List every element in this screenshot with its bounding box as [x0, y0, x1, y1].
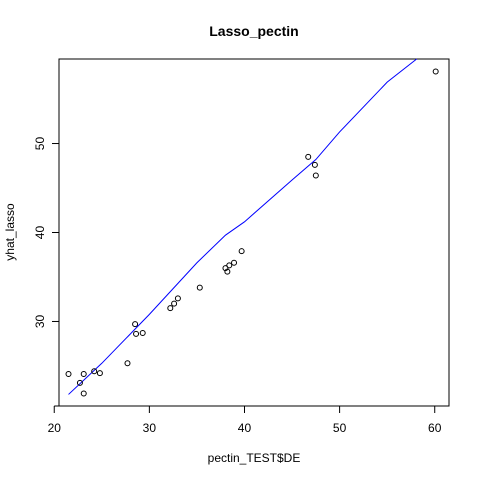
data-point	[76, 379, 83, 386]
data-point	[174, 295, 181, 302]
data-point	[96, 370, 103, 377]
data-point	[238, 248, 245, 255]
x-tick-label: 40	[238, 421, 252, 435]
x-tick-label: 60	[428, 421, 442, 435]
scatter-points-layer	[65, 68, 439, 397]
y-axis-label: yhat_lasso	[3, 203, 17, 261]
x-axis-label: pectin_TEST$DE	[208, 451, 301, 465]
x-tick-label: 20	[48, 421, 62, 435]
data-point	[171, 300, 178, 307]
data-point	[311, 161, 318, 168]
y-tick-label: 30	[33, 314, 47, 328]
lasso-fit-line	[68, 58, 417, 395]
data-point	[80, 370, 87, 377]
x-tick-label: 50	[333, 421, 347, 435]
data-point	[196, 284, 203, 291]
data-point	[226, 262, 233, 269]
data-point	[139, 330, 146, 337]
data-point	[305, 153, 312, 160]
data-point	[80, 390, 87, 397]
data-point	[167, 305, 174, 312]
data-point	[132, 321, 139, 328]
data-point	[124, 360, 131, 367]
y-axis: 30 40 50	[33, 137, 60, 328]
data-point	[91, 368, 98, 375]
x-tick-label: 30	[143, 421, 157, 435]
data-point	[432, 68, 439, 75]
data-point	[65, 370, 72, 377]
y-tick-label: 40	[33, 226, 47, 240]
y-tick-label: 50	[33, 137, 47, 151]
data-point	[231, 259, 238, 266]
lasso-fit-line-layer	[68, 58, 417, 395]
data-point	[224, 268, 231, 275]
data-point	[133, 330, 140, 337]
data-point	[312, 172, 319, 179]
chart-title: Lasso_pectin	[209, 23, 298, 39]
x-axis: 20 30 40 50 60	[48, 405, 442, 435]
